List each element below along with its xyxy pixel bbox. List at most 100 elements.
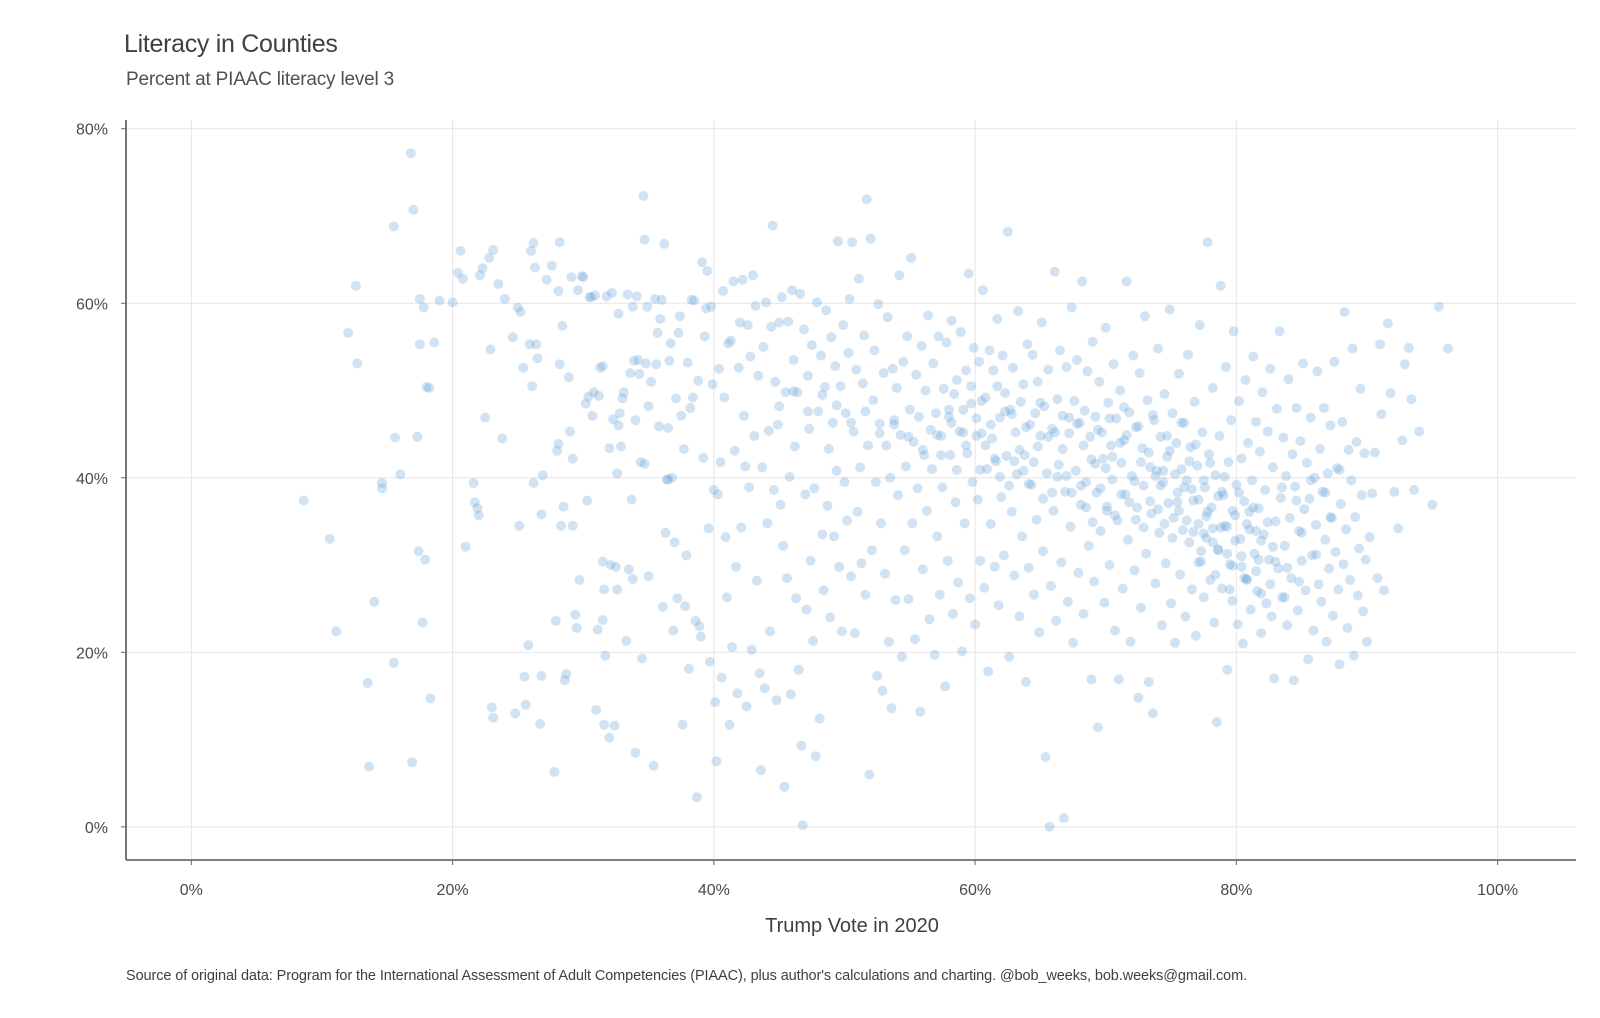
scatter-point: [1060, 486, 1071, 497]
scatter-point: [799, 324, 809, 335]
scatter-point: [917, 564, 928, 575]
scatter-point: [985, 519, 996, 529]
scatter-point: [1100, 322, 1111, 333]
scatter-point: [604, 732, 615, 743]
scatter-point: [966, 398, 977, 409]
scatter-point: [1369, 447, 1380, 458]
scatter-point: [1147, 410, 1158, 420]
scatter-point: [1198, 475, 1209, 486]
scatter-point: [1261, 598, 1272, 609]
scatter-point: [853, 273, 864, 284]
scatter-point: [1092, 722, 1103, 733]
scatter-point: [880, 568, 890, 579]
scatter-point: [1111, 413, 1122, 424]
scatter-point: [852, 506, 863, 517]
scatter-point: [1179, 417, 1190, 428]
scatter-point: [630, 747, 641, 758]
scatter-point: [1241, 574, 1252, 584]
scatter-point: [659, 238, 670, 249]
scatter-point: [1073, 567, 1084, 578]
grid-lines: [126, 120, 1576, 860]
scatter-point: [1047, 423, 1058, 434]
scatter-point: [1207, 382, 1218, 393]
scatter-point: [1346, 475, 1357, 486]
scatter-point: [938, 383, 949, 394]
scatter-point: [1052, 471, 1063, 482]
scatter-point: [417, 617, 428, 628]
scatter-point: [1040, 752, 1051, 762]
scatter-point: [1000, 388, 1011, 399]
scatter-point: [672, 593, 683, 604]
scatter-point: [1260, 485, 1271, 495]
scatter-point: [1294, 526, 1305, 536]
scatter-point: [792, 387, 803, 398]
scatter-point: [783, 316, 794, 327]
scatter-point: [1006, 409, 1017, 420]
scatter-point: [729, 445, 740, 456]
scatter-point: [1433, 301, 1444, 312]
scatter-point: [590, 290, 600, 301]
scatter-point: [753, 370, 764, 381]
scatter-point: [823, 444, 834, 454]
scatter-point: [1004, 651, 1015, 662]
scatter-point: [1072, 418, 1082, 429]
scatter-point: [802, 406, 813, 417]
scatter-point: [1047, 487, 1058, 498]
scatter-point: [1203, 449, 1214, 460]
scatter-point: [848, 426, 859, 437]
scatter-point: [484, 252, 495, 263]
scatter-point: [1193, 519, 1204, 529]
scatter-point: [1168, 512, 1179, 523]
scatter-point: [1224, 584, 1235, 595]
scatter-point: [1066, 302, 1077, 313]
scatter-point: [1023, 562, 1034, 573]
scatter-point: [650, 293, 661, 304]
scatter-point: [421, 382, 432, 392]
scatter-point: [1223, 457, 1234, 468]
scatter-point: [1061, 471, 1072, 481]
scatter-point: [452, 267, 463, 278]
scatter-point: [1213, 544, 1224, 555]
scatter-point: [929, 649, 940, 660]
scatter-point: [718, 286, 728, 296]
scatter-point: [552, 445, 563, 456]
scatter-point: [1184, 537, 1195, 548]
scatter-point: [1194, 320, 1205, 331]
scatter-point: [1106, 440, 1116, 451]
scatter-point: [691, 792, 702, 803]
scatter-point: [460, 541, 471, 552]
scatter-point: [678, 444, 689, 454]
scatter-point: [1299, 504, 1310, 515]
y-tick-label: 40%: [76, 471, 108, 488]
scatter-point: [1170, 469, 1180, 480]
scatter-point: [817, 389, 828, 400]
scatter-point: [1252, 586, 1263, 597]
scatter-point: [1159, 389, 1170, 399]
scatter-point: [1117, 583, 1128, 594]
scatter-point: [1189, 396, 1200, 407]
scatter-point: [1108, 359, 1119, 370]
scatter-point: [710, 697, 721, 708]
scatter-point: [1009, 456, 1020, 467]
scatter-point: [690, 615, 701, 626]
scatter-point: [1198, 528, 1209, 539]
scatter-point: [654, 421, 664, 432]
scatter-point: [831, 400, 842, 411]
scatter-point: [1279, 592, 1290, 603]
scatter-point: [1274, 326, 1285, 337]
scatter-point: [1198, 592, 1209, 603]
scatter-point: [1213, 545, 1224, 556]
scatter-point: [835, 381, 846, 392]
scatter-point: [1308, 625, 1319, 636]
scatter-point: [1241, 519, 1252, 529]
scatter-point: [605, 560, 616, 570]
scatter-point: [1181, 475, 1192, 486]
scatter-point: [1177, 525, 1188, 536]
scatter-point: [388, 657, 399, 668]
scatter-point: [838, 320, 849, 331]
scatter-point: [857, 378, 868, 389]
scatter-point: [720, 532, 731, 543]
scatter-point: [477, 263, 488, 274]
x-axis-title: Trump Vote in 2020: [765, 915, 939, 937]
scatter-point: [413, 546, 424, 557]
